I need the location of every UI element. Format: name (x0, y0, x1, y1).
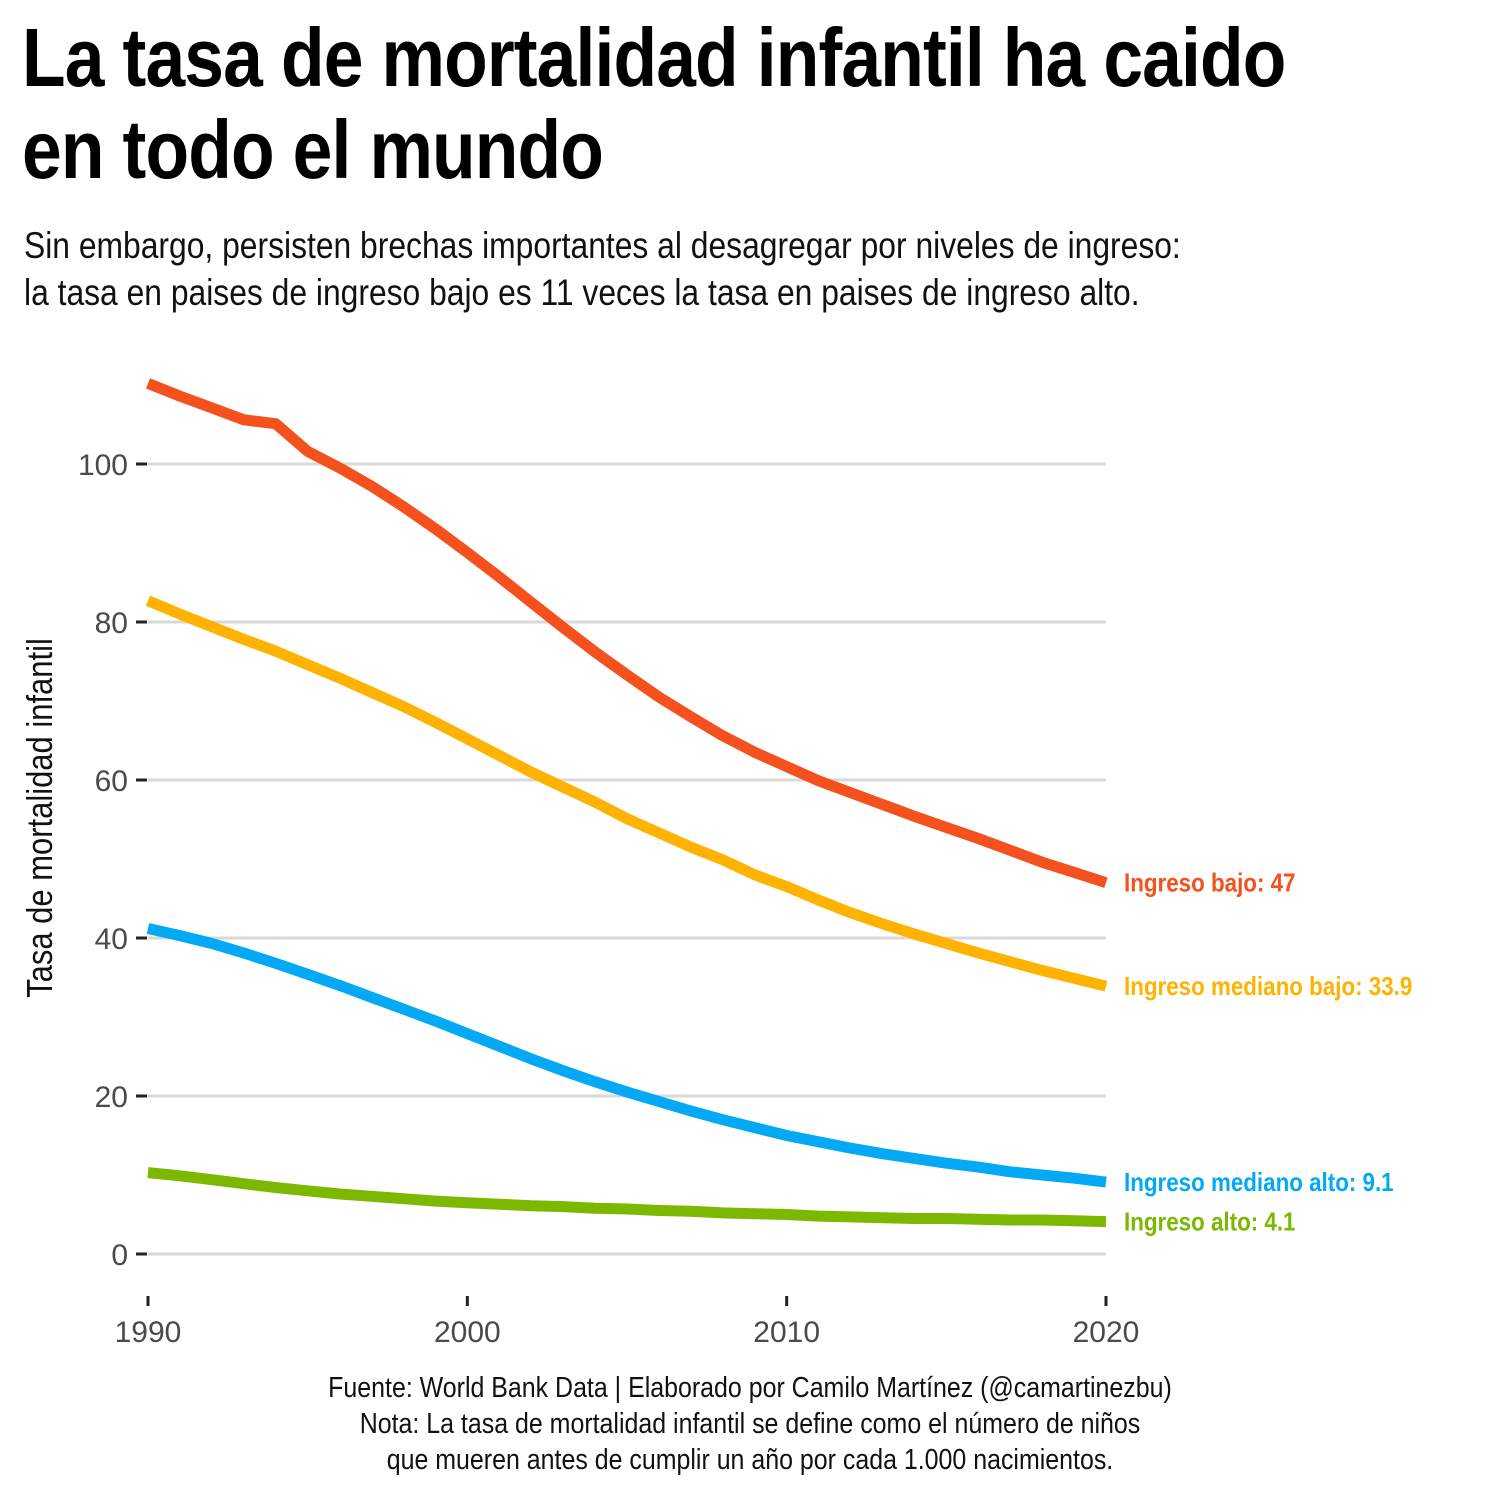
y-axis-label: Tasa de mortalidad infantil (19, 638, 60, 998)
chart-title-line-2: en todo el mundo (22, 103, 604, 196)
x-axis: 1990 2000 2010 2020 (115, 1296, 1140, 1349)
x-tick-label: 2010 (753, 1316, 820, 1349)
caption-note-line-2: que mueren antes de cumplir un año por c… (386, 1444, 1114, 1476)
y-tick-label: 60 (95, 765, 128, 798)
gridlines (148, 462, 1106, 1256)
series-end-labels: Ingreso bajo: 47 Ingreso mediano bajo: 33… (1124, 868, 1412, 1237)
series-end-label-0: Ingreso bajo: 47 (1124, 868, 1296, 898)
chart-title-line-1: La tasa de mortalidad infantil ha caido (22, 11, 1286, 104)
series-lines (145, 378, 1108, 1228)
x-tick-label: 1990 (115, 1316, 182, 1349)
y-tick-label: 80 (95, 607, 128, 640)
y-axis: 0 20 40 60 80 100 (78, 449, 147, 1272)
y-tick-label: 40 (95, 923, 128, 956)
y-tick-label: 20 (95, 1081, 128, 1114)
caption-source: Fuente: World Bank Data | Elaborado por … (328, 1372, 1172, 1404)
series-line-1 (145, 595, 1108, 992)
series-line-0 (145, 378, 1108, 888)
chart-title: La tasa de mortalidad infantil ha caido … (22, 12, 1286, 196)
y-tick-label: 100 (78, 449, 128, 482)
chart-subtitle-line-1: Sin embargo, persisten brechas important… (24, 225, 1181, 266)
chart-caption: Fuente: World Bank Data | Elaborado por … (0, 1370, 1500, 1478)
x-tick-label: 2020 (1073, 1316, 1140, 1349)
y-tick-label: 0 (111, 1239, 128, 1272)
chart-subtitle: Sin embargo, persisten brechas important… (24, 222, 1288, 316)
chart-subtitle-line-2: la tasa en paises de ingreso bajo es 11 … (24, 272, 1140, 313)
series-end-label-1: Ingreso mediano bajo: 33.9 (1124, 971, 1412, 1001)
series-line-3 (147, 1167, 1107, 1228)
series-end-label-2: Ingreso mediano alto: 9.1 (1124, 1167, 1394, 1197)
caption-note-line-1: Nota: La tasa de mortalidad infantil se … (359, 1408, 1141, 1440)
series-end-label-3: Ingreso alto: 4.1 (1124, 1207, 1296, 1237)
x-tick-label: 2000 (434, 1316, 501, 1349)
series-line-2 (146, 923, 1107, 1188)
